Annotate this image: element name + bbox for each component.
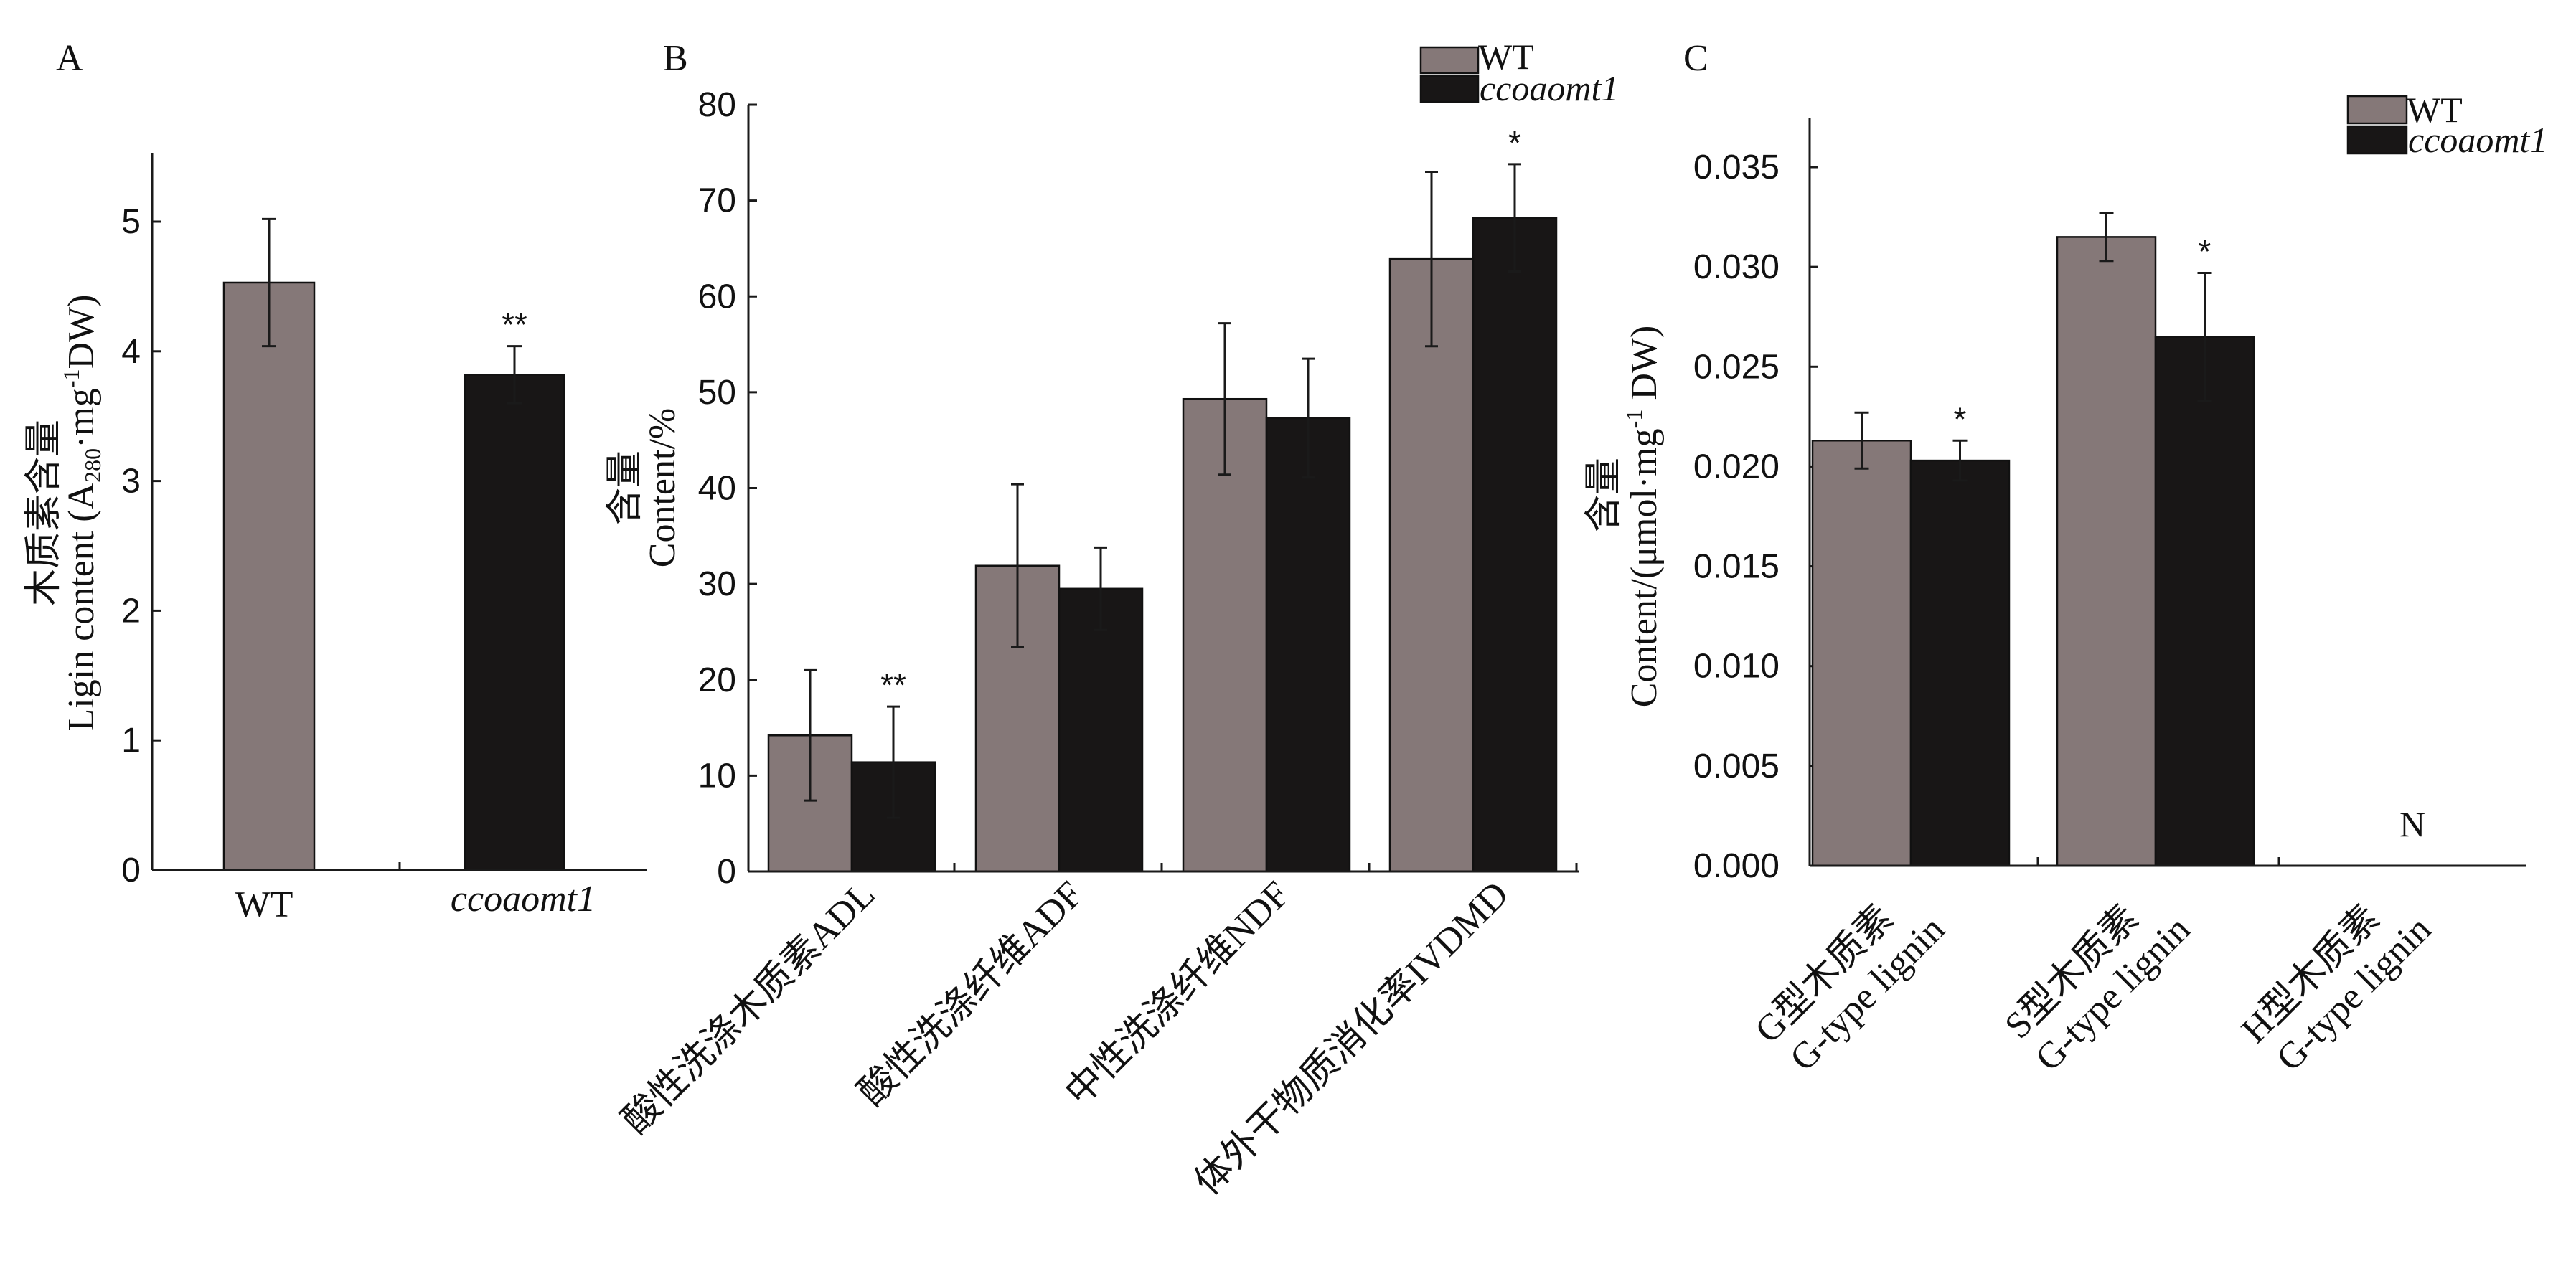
- panel-c-ytick-label: 0.020: [1693, 448, 1780, 486]
- panel-b-bar-mutant-2: [1265, 417, 1351, 873]
- panel-c-significance-1-0: *: [1954, 400, 1967, 438]
- panel-c-ytick-label: 0.030: [1693, 248, 1780, 286]
- panel-b-ylabel-cn: 含量: [605, 450, 646, 525]
- panel-a-ytick-label: 1: [121, 722, 141, 760]
- panel-a-xtick-mutant: ccoaomt1: [451, 879, 596, 920]
- panel-a-y-ticks: 0 1 2 3 4 5: [121, 203, 161, 889]
- panel-a-ylabel-cn: 木质素含量: [24, 420, 65, 606]
- panel-b-ytick-label: 60: [698, 278, 736, 316]
- svg-text:Ligin content (A280·mg-1DW): Ligin content (A280·mg-1DW): [58, 295, 105, 732]
- panel-b-legend-mutant: ccoaomt1: [1480, 68, 1619, 108]
- panel-b-xtick-label-0: 酸性洗涤木质素ADL: [615, 874, 883, 1141]
- panel-a-ylabel-sub: 280: [80, 448, 105, 483]
- panel-b-legend-swatch-mutant: [1419, 75, 1480, 103]
- panel-b-ytick-label: 30: [698, 565, 736, 603]
- panel-c-y-label-en: Content/(μmol·mg-1 DW): [1621, 326, 1665, 708]
- panel-a-ylabel-sup: -1: [58, 369, 84, 388]
- panel-c-ytick-label: 0.005: [1693, 747, 1780, 785]
- panel-b-bar-wt-3: [1388, 257, 1475, 873]
- panel-a-xtick-wt: WT: [235, 884, 293, 925]
- panel-b-ytick-label: 80: [698, 86, 736, 124]
- panel-b-bar-mutant-1: [1058, 587, 1144, 873]
- panel-c-letter: C: [1683, 38, 1708, 79]
- panel-b-bar-mutant-3: [1472, 217, 1558, 873]
- panel-c-ytick-label: 0.000: [1693, 847, 1780, 885]
- panel-b-y-label: 含量: [605, 450, 646, 525]
- panel-b-ytick-label: 50: [698, 374, 736, 412]
- panel-c-y-label: 含量: [1584, 458, 1625, 532]
- panel-b-bar-wt-2: [1182, 397, 1268, 873]
- panel-a-y-label: 木质素含量: [24, 420, 65, 606]
- panel-b-significance-1-0: **: [880, 666, 906, 704]
- panel-a-ylabel-en: Ligin content (A: [61, 482, 102, 731]
- panel-c-ylabel-sup: -1: [1621, 410, 1647, 429]
- panel-b-significance-1-3: *: [1508, 124, 1521, 161]
- panel-a-bar-mutant: [464, 374, 565, 871]
- panel-b-ytick-label: 20: [698, 661, 736, 699]
- panel-c-legend: WT ccoaomt1: [2346, 90, 2547, 160]
- panel-a-y-label-en: Ligin content (A280·mg-1DW): [58, 295, 105, 732]
- panel-c-legend-swatch-mutant: [2346, 125, 2408, 155]
- panel-c-legend-wt: WT: [2407, 90, 2463, 130]
- panel-c-ylabel-en: Content/(μmol·mg: [1624, 428, 1665, 707]
- panel-a-ylabel-end: DW): [61, 295, 102, 369]
- panel-c-ytick-label: 0.025: [1693, 348, 1780, 386]
- panel-b-y-label-en: Content/%: [642, 408, 683, 567]
- panel-b-xtick-label-2: 中性洗涤纤维NDF: [1058, 874, 1297, 1113]
- panel-c-significance-1-1: *: [2199, 232, 2211, 270]
- panel-b-xtick-label-1: 酸性洗涤纤维ADF: [851, 874, 1091, 1113]
- panel-b-legend-swatch-wt: [1419, 46, 1480, 75]
- panel-c-legend-mutant: ccoaomt1: [2408, 120, 2547, 160]
- panel-c-bar-mutant-0: [1909, 459, 2011, 867]
- panel-c-bars: **: [1811, 212, 2255, 867]
- panel-b-ytick-label: 70: [698, 182, 736, 220]
- panel-b-legend: WT ccoaomt1: [1419, 37, 1619, 108]
- panel-a-ylabel-mid: ·mg: [61, 388, 102, 448]
- panel-a-letter: A: [56, 38, 83, 79]
- panel-c-bar-mutant-1: [2154, 336, 2255, 867]
- panel-a-significance-1: **: [502, 306, 527, 344]
- panel-c-ytick-label: 0.010: [1693, 648, 1780, 686]
- panel-c-legend-swatch-wt: [2346, 95, 2408, 125]
- panel-c-y-ticks: 0.000 0.005 0.010 0.015 0.020 0.025 0.030 0.035: [1693, 148, 1818, 885]
- panel-b-ylabel-en: Content/%: [642, 408, 683, 567]
- panel-b-letter: B: [663, 38, 688, 79]
- panel-a-ytick-label: 3: [121, 463, 141, 501]
- panel-a-ytick-label: 2: [121, 592, 141, 630]
- panel-c-bar-wt-0: [1811, 440, 1912, 867]
- panel-b-ytick-label: 0: [717, 853, 736, 891]
- panel-c-bar-wt-1: [2056, 236, 2157, 867]
- panel-b-x-tick-marks: [953, 863, 1578, 871]
- panel-c-ytick-label: 0.015: [1693, 548, 1780, 586]
- panel-c-na-note: N: [2399, 804, 2425, 844]
- panel-b-category-labels: 酸性洗涤木质素ADL酸性洗涤纤维ADF中性洗涤纤维NDF体外干物质消化率IVDM…: [615, 874, 1516, 1203]
- panel-c-ytick-label: 0.035: [1693, 148, 1780, 186]
- panel-a-ytick-label: 0: [121, 851, 141, 889]
- panel-c-x-tick-marks: [2036, 857, 2280, 866]
- panel-c-ylabel-end: DW): [1624, 326, 1665, 410]
- panel-b-ytick-label: 40: [698, 470, 736, 508]
- panel-c-ylabel-cn: 含量: [1584, 458, 1625, 532]
- panel-a-bars: **: [222, 217, 565, 871]
- panel-c: C 0.0000.0050.0100.0150.0200.0250.0300.0…: [1584, 38, 2547, 1079]
- panel-b-legend-wt: WT: [1478, 37, 1534, 77]
- svg-text:Content/(μmol·mg-1 DW): Content/(μmol·mg-1 DW): [1621, 326, 1665, 708]
- panel-b-y-ticks: 0 10 20 30 40 50 60 70 80: [698, 86, 757, 891]
- panel-a-ytick-label: 4: [121, 333, 141, 371]
- panel-b-ytick-label: 10: [698, 757, 736, 795]
- panel-a: A 0 1 2 3 4 5 ** WT ccoaomt1 木质素含量 Ligin cont…: [24, 38, 647, 925]
- panel-a-ytick-label: 5: [121, 203, 141, 241]
- panel-a-bar-wt: [222, 281, 316, 871]
- panel-b-bars: ***: [767, 124, 1558, 873]
